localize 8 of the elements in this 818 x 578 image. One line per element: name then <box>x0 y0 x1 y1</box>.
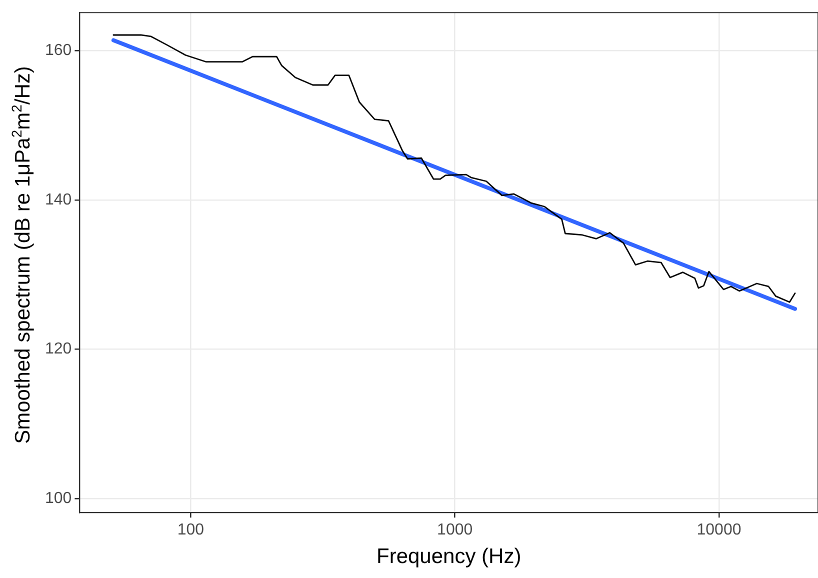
x-axis-title: Frequency (Hz) <box>376 545 522 568</box>
y-tick-label: 100 <box>44 490 72 507</box>
y-tick-label: 140 <box>44 191 72 208</box>
y-tick-label: 160 <box>44 42 72 60</box>
x-tick-label: 10000 <box>696 522 742 539</box>
x-tick-label: 100 <box>177 522 204 539</box>
x-tick-label: 1000 <box>437 522 473 539</box>
y-tick-label: 120 <box>44 340 72 358</box>
